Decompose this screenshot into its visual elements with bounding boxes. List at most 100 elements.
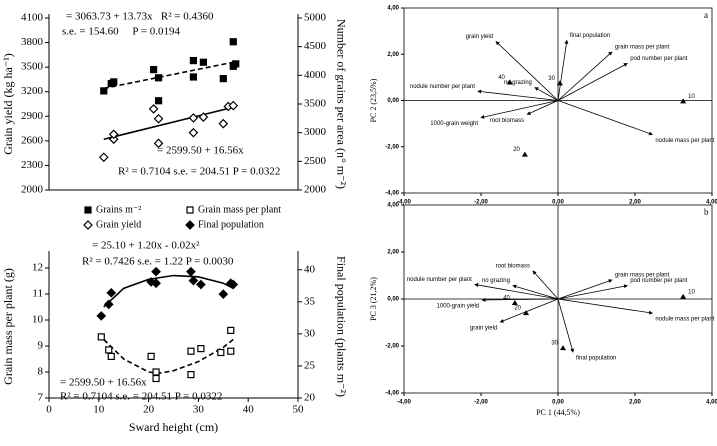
annotation: = 2599.50 + 16.56x <box>157 145 244 157</box>
x-tick-label: 0,00 <box>552 200 564 206</box>
y-tick-label: 0,00 <box>387 297 399 303</box>
vector-label: 1000-grain yield <box>436 304 479 310</box>
score-label: 20 <box>513 147 520 153</box>
loading-vector <box>477 89 559 101</box>
vector-label: pod number per plant <box>630 56 687 62</box>
y2-tick-label: 4500 <box>304 40 327 52</box>
fit-line <box>103 61 234 90</box>
vector-label: grain yield <box>466 34 493 40</box>
point <box>153 138 164 149</box>
annotation: R² = 0.7104 s.e. = 204.51 P = 0.0322 <box>118 166 280 178</box>
y2-tick-label: 25 <box>304 359 316 371</box>
point <box>217 348 225 357</box>
y2-tick-label: 30 <box>304 327 316 339</box>
score-label: 40 <box>503 296 510 302</box>
y-axis-label: Grain yield (kg ha⁻¹) <box>1 53 15 155</box>
annotation: = 3063.73 + 13.73x R² = 0.4360 <box>66 11 214 23</box>
y-tick-label: 2300 <box>21 159 44 171</box>
y-axis-label: PC 3 (21,2%) <box>369 277 378 321</box>
point <box>188 275 199 286</box>
fit-line <box>103 338 234 375</box>
point <box>199 58 207 66</box>
point <box>187 347 195 355</box>
y-tick-label: 11 <box>32 288 43 300</box>
vector-label: grain mass per plant <box>615 45 670 51</box>
annotation: R² = 0.7104 s.e. = 204.51 P = 0.0322 <box>60 391 222 403</box>
y-tick-label: -2,00 <box>385 144 399 150</box>
point <box>218 289 229 299</box>
y-tick-label: 9 <box>38 340 44 352</box>
score-point <box>511 299 518 305</box>
loading-vector <box>557 279 613 300</box>
y2-tick-label: 35 <box>304 295 316 307</box>
x-tick-label: 20 <box>143 404 155 416</box>
y2-tick-label: 3500 <box>304 98 327 110</box>
y-tick-label: 10 <box>32 314 44 326</box>
point <box>227 347 235 355</box>
scatter-panel: 7 8 9 10 11 12 20 25 30 35 40 0 10 20 30 40 50 Grain mass… <box>1 204 349 433</box>
score-label: 20 <box>514 306 521 312</box>
y-axis-label: Grain mass per plant (g) <box>1 268 15 385</box>
x-tick-label: -4,00 <box>397 200 411 206</box>
y-tick-label: 7 <box>38 392 44 404</box>
point <box>232 60 240 68</box>
y2-axis-label: Final population (plants m⁻²) <box>334 256 348 397</box>
point <box>110 78 118 86</box>
point <box>151 278 161 289</box>
point <box>228 100 239 111</box>
y-tick-label: 3500 <box>21 61 44 73</box>
loading-vector <box>534 87 559 101</box>
y-tick-label: 2,00 <box>387 250 399 256</box>
annotation: s.e. = 154.60 P = 0.0194 <box>62 26 181 38</box>
point <box>107 352 115 360</box>
y-tick-label: 3200 <box>21 85 44 97</box>
x-tick-label: 2,00 <box>629 400 641 406</box>
fit-line <box>103 106 234 140</box>
y2-tick-label: 40 <box>304 263 316 275</box>
x-axis-label: PC 1 (44,5%) <box>536 408 580 417</box>
vector-label: root biomass <box>496 264 530 270</box>
point <box>187 371 195 379</box>
y-tick-label: 4,00 <box>387 6 399 12</box>
legend-label: Grain mass per plant <box>198 204 281 215</box>
point <box>153 113 164 124</box>
vector-label: nodule mass per plant <box>655 138 714 144</box>
point <box>152 374 160 383</box>
x-tick-label: 10 <box>93 404 105 416</box>
point <box>229 38 237 46</box>
y-tick-label: 12 <box>32 262 43 274</box>
point <box>103 299 114 310</box>
vector-label: grain yield <box>470 326 497 332</box>
x-tick-label: 4,00 <box>706 400 717 406</box>
x-tick-label: -2,00 <box>474 200 488 206</box>
vector-label: root biomass <box>490 118 524 124</box>
y-tick-label: 2600 <box>21 134 44 146</box>
panel-label: a <box>704 10 708 20</box>
annotation: R² = 0.7426 s.e. = 1.22 P = 0.0030 <box>82 256 234 268</box>
vector-label: nodule number per plant <box>410 84 475 90</box>
y2-axis-label: Number of grains per area (n° m⁻²) <box>334 19 348 189</box>
point <box>218 118 229 129</box>
vector-label: final population <box>576 356 616 362</box>
legend-label: Final population <box>198 219 264 230</box>
y-tick-label: -4,00 <box>385 391 399 397</box>
x-tick-label: -4,00 <box>397 400 411 406</box>
loading-vector <box>526 100 559 115</box>
loading-vector <box>480 100 559 119</box>
point <box>189 73 198 81</box>
point <box>198 112 209 122</box>
point <box>96 311 107 321</box>
point <box>196 279 206 290</box>
biplot-panel: -4,00 -2,00 0,00 2,00 4,00-4,00-2,000,002,00… <box>369 203 717 417</box>
point <box>108 129 119 140</box>
point <box>154 97 163 105</box>
score-label: 10 <box>688 289 695 295</box>
vector-label: nodule number per plant <box>407 277 472 283</box>
y-axis-label: PC 2 (23,5%) <box>369 78 378 122</box>
point <box>189 56 198 65</box>
point <box>98 152 109 163</box>
x-tick-label: 4,00 <box>706 200 717 206</box>
point <box>106 287 117 298</box>
score-point <box>680 98 687 104</box>
point <box>105 346 113 354</box>
